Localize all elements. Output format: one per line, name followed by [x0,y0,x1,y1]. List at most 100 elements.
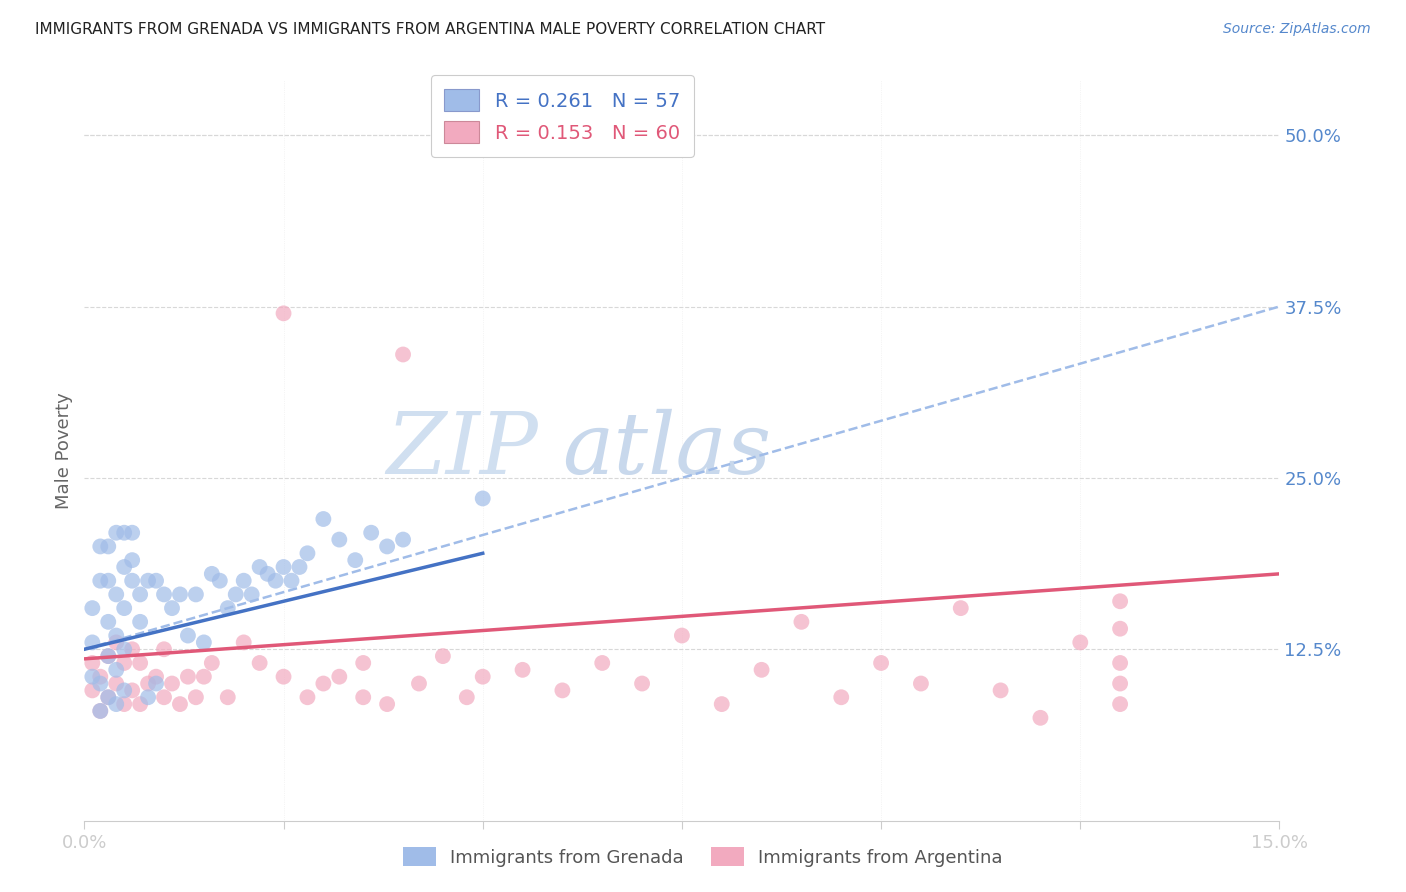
Point [89,540,111,554]
Point [910,676,932,690]
Point [256,566,278,581]
Point [949,601,972,615]
Point [751,663,773,677]
Point [328,670,350,684]
Point [710,697,733,711]
Point [112,642,135,657]
Point [105,635,128,649]
Legend: R = 0.261   N = 57, R = 0.153   N = 60: R = 0.261 N = 57, R = 0.153 N = 60 [430,75,695,157]
Point [240,587,263,601]
Point [1069,635,1091,649]
Point [145,574,167,588]
Text: ZIP: ZIP [387,409,538,491]
Point [375,697,398,711]
Point [129,615,152,629]
Point [112,601,135,615]
Point [105,663,128,677]
Point [225,587,247,601]
Point [375,540,398,554]
Point [145,670,167,684]
Point [97,649,120,664]
Text: atlas: atlas [562,409,772,491]
Point [112,656,135,670]
Point [112,560,135,574]
Point [671,628,693,642]
Point [201,566,224,581]
Point [129,697,152,711]
Point [408,676,430,690]
Y-axis label: Male Poverty: Male Poverty [55,392,73,508]
Point [136,690,159,705]
Point [160,601,183,615]
Point [217,690,239,705]
Point [1109,697,1132,711]
Point [89,704,111,718]
Point [352,690,374,705]
Point [990,683,1012,698]
Point [82,601,104,615]
Point [217,601,239,615]
Text: Source: ZipAtlas.com: Source: ZipAtlas.com [1223,22,1371,37]
Point [153,690,176,705]
Point [392,347,415,361]
Point [82,635,104,649]
Point [232,635,254,649]
Point [105,697,128,711]
Point [82,656,104,670]
Point [105,628,128,642]
Point [97,574,120,588]
Point [512,663,534,677]
Point [145,676,167,690]
Point [1029,711,1052,725]
Point [1109,656,1132,670]
Point [121,683,143,698]
Point [551,683,574,698]
Point [312,676,335,690]
Point [193,635,215,649]
Point [264,574,287,588]
Point [830,690,852,705]
Point [392,533,415,547]
Point [97,649,120,664]
Point [153,587,176,601]
Point [121,574,143,588]
Point [89,704,111,718]
Point [208,574,231,588]
Point [288,560,311,574]
Point [631,676,654,690]
Point [121,525,143,540]
Point [121,553,143,567]
Point [790,615,813,629]
Point [112,697,135,711]
Point [105,525,128,540]
Point [328,533,350,547]
Point [297,546,319,560]
Point [97,615,120,629]
Point [184,690,207,705]
Point [273,306,295,320]
Point [273,670,295,684]
Point [97,690,120,705]
Point [1109,676,1132,690]
Point [232,574,254,588]
Point [129,656,152,670]
Point [82,683,104,698]
Point [471,491,494,506]
Point [193,670,215,684]
Text: IMMIGRANTS FROM GRENADA VS IMMIGRANTS FROM ARGENTINA MALE POVERTY CORRELATION CH: IMMIGRANTS FROM GRENADA VS IMMIGRANTS FR… [35,22,825,37]
Point [121,642,143,657]
Point [129,587,152,601]
Point [89,574,111,588]
Point [105,587,128,601]
Point [112,525,135,540]
Point [201,656,224,670]
Legend: Immigrants from Grenada, Immigrants from Argentina: Immigrants from Grenada, Immigrants from… [396,840,1010,874]
Point [169,697,191,711]
Point [177,628,200,642]
Point [280,574,302,588]
Point [870,656,893,670]
Point [312,512,335,526]
Point [136,574,159,588]
Point [89,676,111,690]
Point [89,670,111,684]
